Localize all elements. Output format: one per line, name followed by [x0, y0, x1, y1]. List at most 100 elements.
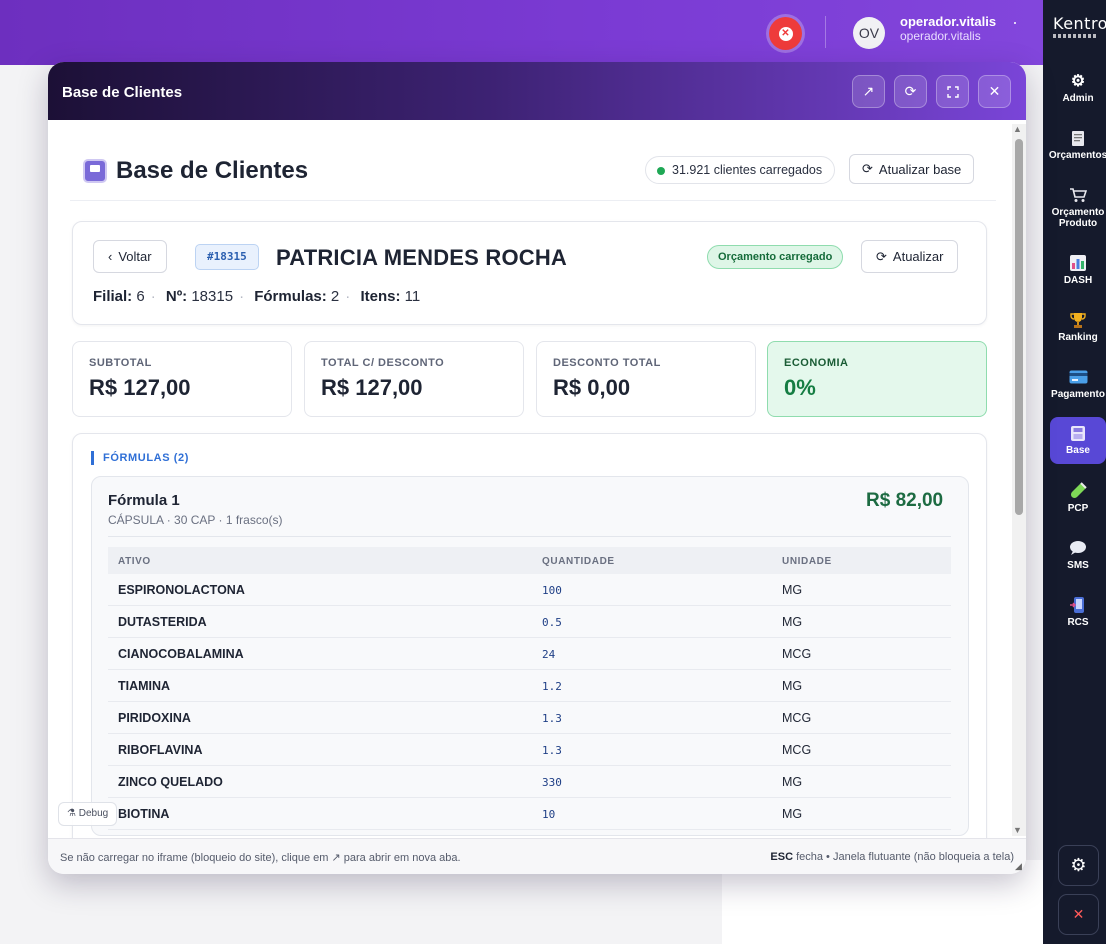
sidebar-item-label: Orçamentos [1048, 150, 1106, 161]
stat-label: SUBTOTAL [89, 357, 152, 369]
refresh-icon: ⟳ [876, 248, 887, 264]
client-meta: Filial: 6 · Nº: 18315 · Fórmulas: 2 · Itens… [93, 288, 421, 305]
chart-icon [1068, 253, 1088, 273]
stat-subtotal: SUBTOTAL R$ 127,00 [72, 341, 292, 417]
sidebar-item-label: Pagamento [1051, 389, 1105, 400]
sidebar-item-base[interactable]: Base [1050, 417, 1106, 464]
divider [108, 536, 951, 537]
meta-filial: 6 [136, 288, 145, 305]
table-row [108, 766, 951, 798]
stat-label: TOTAL C/ DESCONTO [321, 357, 445, 369]
sidebar-item-label: DASH [1063, 275, 1093, 286]
right-sidebar [1043, 0, 1106, 944]
arrow-up-right-icon: ↗ [862, 83, 875, 99]
trophy-icon [1068, 310, 1088, 330]
esc-key-label: ESC [770, 851, 794, 863]
cell-ativo: RIBOFLAVINA [118, 743, 203, 757]
chevron-left-icon: ‹ [108, 249, 113, 264]
cell-quantidade: 10 [542, 808, 556, 821]
window-footer: Se não carregar no iframe (bloqueio do s… [48, 838, 1026, 874]
sidebar-item-orcamento-produto[interactable]: Orçamento Produto [1050, 185, 1106, 229]
meta-label: Nº: [165, 288, 188, 305]
cart-icon [1068, 185, 1088, 205]
sidebar-item-label: PCP [1067, 503, 1089, 514]
cell-unidade: MG [782, 583, 803, 597]
cell-ativo: PIRIDOXINA [118, 711, 191, 725]
cell-ativo: BIOTINA [118, 807, 170, 821]
refresh-client-button[interactable]: ⟳ Atualizar [861, 240, 959, 273]
stat-total-discount: TOTAL C/ DESCONTO R$ 127,00 [304, 341, 524, 417]
meta-label: Fórmulas: [254, 288, 327, 305]
open-new-tab-button[interactable]: ↗ [852, 75, 885, 108]
page-title: Base de Clientes [116, 157, 309, 184]
avatar[interactable]: OV [853, 17, 885, 49]
reload-button[interactable]: ⟳ [894, 75, 927, 108]
card-icon [1068, 367, 1088, 387]
gear-icon: ⚙ [1070, 855, 1087, 875]
formula-title: Fórmula 1 [108, 492, 180, 509]
meta-numero: 18315 [191, 288, 234, 305]
window-title: Base de Clientes [62, 84, 183, 101]
column-header-unidade: UNIDADE [782, 556, 832, 567]
user-name: operador.vitalis [900, 14, 997, 29]
table-row [108, 702, 951, 734]
formula-price: R$ 82,00 [866, 490, 944, 511]
stat-value: R$ 127,00 [321, 375, 423, 400]
close-sidebar-button[interactable]: ✕ [1058, 894, 1099, 935]
debug-button[interactable]: ⚗ Debug [58, 802, 118, 826]
back-button[interactable]: ‹ Voltar [93, 240, 167, 273]
meta-label: Itens: [360, 288, 401, 305]
error-indicator-button[interactable]: ✕ [769, 17, 802, 50]
footer-shortcut: ESC fecha • Janela flutuante (não bloque… [770, 851, 1014, 863]
client-id-badge: #18315 [195, 244, 259, 270]
sidebar-item-pcp[interactable]: PCP [1050, 481, 1106, 514]
sidebar-item-ranking[interactable]: Ranking [1050, 310, 1106, 343]
refresh-icon: ⟳ [904, 83, 917, 99]
stat-label: ECONOMIA [784, 357, 849, 369]
sidebar-item-pagamento[interactable]: Pagamento [1050, 367, 1106, 400]
logo-text: Kentro [1053, 14, 1106, 33]
sidebar-item-sms[interactable]: SMS [1050, 538, 1106, 571]
cell-quantidade: 330 [542, 776, 562, 789]
sidebar-item-dash[interactable]: DASH [1050, 253, 1106, 286]
sidebar-item-rcs[interactable]: RCS [1050, 595, 1106, 628]
user-subtitle: operador.vitalis [900, 29, 981, 43]
logo-stripe [1053, 34, 1098, 38]
sidebar-item-orcamentos[interactable]: Orçamentos [1048, 128, 1106, 161]
sidebar-item-admin[interactable]: ⚙ Admin [1050, 71, 1106, 104]
stat-label: DESCONTO TOTAL [553, 357, 661, 369]
column-header-ativo: ATIVO [118, 556, 151, 567]
cell-quantidade: 100 [542, 584, 562, 597]
cell-unidade: MCG [782, 711, 812, 725]
refresh-client-label: Atualizar [892, 249, 944, 264]
cell-quantidade: 1.3 [542, 712, 562, 725]
refresh-base-button[interactable]: ⟳ Atualizar base [849, 154, 975, 184]
meta-formulas: 2 [330, 288, 340, 305]
cell-unidade: MG [782, 807, 803, 821]
cell-ativo: ESPIRONOLACTONA [118, 583, 245, 597]
settings-button[interactable]: ⚙ [1058, 845, 1099, 886]
status-badge: Orçamento carregado [707, 245, 844, 269]
chat-icon [1068, 538, 1088, 558]
sidebar-item-label: Orçamento Produto [1051, 207, 1105, 229]
resize-handle[interactable]: ◢ [1015, 861, 1022, 871]
cell-ativo: ZINCO QUELADO [118, 775, 223, 789]
refresh-base-label: Atualizar base [878, 161, 962, 177]
close-window-button[interactable]: ✕ [978, 75, 1011, 108]
column-header-quantidade: QUANTIDADE [542, 556, 615, 567]
debug-label: Debug [78, 808, 109, 819]
fullscreen-button[interactable] [936, 75, 969, 108]
database-icon [83, 159, 107, 183]
sidebar-item-label: RCS [1067, 617, 1089, 628]
receipt-icon [1068, 128, 1088, 148]
formula-subtitle: CÁPSULA · 30 CAP · 1 frasco(s) [108, 513, 283, 527]
cell-ativo: CIANOCOBALAMINA [118, 647, 244, 661]
top-bar [0, 0, 1043, 65]
meta-label: Filial: [93, 288, 133, 305]
refresh-icon: ⟳ [862, 161, 873, 176]
logo: Kentro [1053, 14, 1106, 38]
footer-shortcut-text: fecha • Janela flutuante (não bloqueia a… [796, 851, 1014, 863]
cell-unidade: MG [782, 775, 803, 789]
back-label: Voltar [118, 249, 152, 264]
cell-unidade: MG [782, 679, 803, 693]
